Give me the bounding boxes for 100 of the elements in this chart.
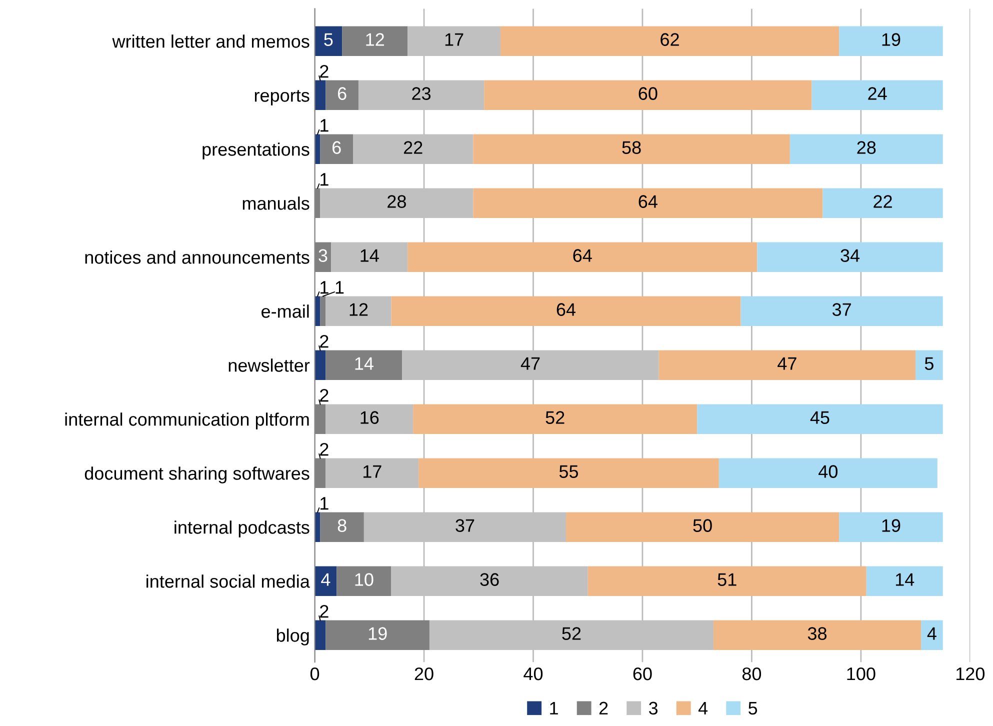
data-label: 19: [882, 33, 900, 46]
x-tick-label: 20: [414, 667, 434, 680]
bar: [757, 242, 943, 272]
data-label: 55: [559, 465, 578, 478]
data-label: 23: [412, 87, 431, 100]
data-label: 1: [320, 497, 328, 510]
bar: [790, 134, 943, 164]
bar: [866, 566, 943, 596]
y-tick-label: internal communication pltform: [65, 412, 309, 430]
bar: [418, 458, 719, 488]
bar: [812, 80, 943, 110]
data-label: 2: [320, 334, 328, 348]
bar: [336, 566, 392, 596]
data-label: 1: [320, 119, 328, 132]
y-tick-label: manuals: [242, 196, 310, 210]
y-tick-label: blog: [276, 628, 309, 646]
data-label: 14: [355, 357, 374, 370]
bar: [822, 188, 943, 218]
data-label: 16: [360, 411, 379, 424]
data-label: 2: [320, 604, 328, 618]
y-tick-label: newsletter: [228, 358, 310, 372]
data-label: 2: [320, 388, 328, 402]
x-tick-label: 120: [956, 667, 985, 680]
y-tick-label: written letter and memos: [112, 34, 310, 48]
bar: [320, 512, 364, 542]
bar: [320, 296, 326, 326]
data-label: 50: [693, 519, 712, 532]
bar: [921, 620, 943, 650]
legend-label: 2: [599, 702, 608, 714]
bar: [408, 242, 758, 272]
bar: [473, 188, 823, 218]
data-label: 12: [366, 33, 384, 46]
bar: [326, 80, 358, 110]
data-label: 37: [456, 519, 474, 532]
data-label: 4: [927, 627, 936, 640]
legend-label: 5: [748, 702, 758, 715]
bar: [473, 134, 790, 164]
data-label: 47: [778, 357, 796, 370]
data-label: 22: [874, 195, 892, 208]
data-label: 14: [896, 573, 914, 586]
data-label: 28: [857, 141, 876, 154]
bar: [588, 566, 866, 596]
data-label: 52: [546, 411, 564, 424]
y-tick-label: presentations: [202, 142, 310, 160]
bar: [326, 458, 419, 488]
bar: [484, 80, 812, 110]
data-label: 1: [320, 281, 328, 294]
data-label: 17: [363, 465, 382, 478]
x-tick-label: 100: [847, 667, 876, 680]
data-label: 36: [480, 573, 499, 586]
data-label: 8: [338, 519, 346, 532]
data-label: 51: [718, 573, 736, 586]
bar: [314, 620, 326, 650]
bar: [658, 350, 916, 380]
data-label: 52: [562, 627, 581, 640]
bar: [320, 134, 354, 164]
x-tick-label: 80: [742, 667, 762, 680]
y-tick-label: internal social media: [146, 574, 310, 588]
data-label: 62: [660, 33, 679, 46]
bar: [718, 458, 938, 488]
data-label: 1: [320, 173, 328, 186]
y-tick-label: e-mail: [262, 304, 309, 318]
data-label: 2: [320, 64, 328, 78]
bar: [391, 296, 741, 326]
x-tick-label: 60: [633, 667, 652, 680]
bar: [331, 242, 408, 272]
x-tick-label: 0: [310, 667, 320, 680]
data-label: 6: [338, 87, 346, 100]
bar: [697, 404, 943, 434]
data-label: 40: [818, 465, 838, 478]
bar: [916, 350, 943, 380]
y-tick-label: notices and announcements: [85, 250, 310, 264]
data-label: 3: [318, 249, 328, 262]
legend-label: 4: [698, 702, 708, 714]
bar: [326, 296, 392, 326]
y-tick-label: reports: [254, 90, 310, 106]
bar: [740, 296, 943, 326]
bar: [566, 512, 840, 542]
data-label: 14: [360, 249, 379, 262]
data-label: 5: [924, 357, 934, 370]
bar: [413, 404, 698, 434]
data-label: 2: [320, 442, 328, 456]
bar: [713, 620, 922, 650]
legend-label: 3: [648, 702, 658, 715]
bar: [500, 26, 840, 56]
data-label: 12: [350, 303, 368, 316]
data-label: 47: [520, 357, 540, 370]
bar: [342, 26, 408, 56]
bar: [839, 512, 943, 542]
bar: [314, 350, 326, 380]
bar: [326, 404, 414, 434]
data-label: 19: [882, 519, 900, 532]
data-label: 17: [445, 33, 464, 46]
data-label: 60: [638, 87, 658, 100]
x-tick-label: 40: [524, 667, 543, 680]
data-label: 38: [808, 627, 826, 640]
bar: [839, 26, 943, 56]
bar: [326, 350, 402, 380]
data-label: 22: [404, 141, 422, 154]
bar: [326, 620, 430, 650]
